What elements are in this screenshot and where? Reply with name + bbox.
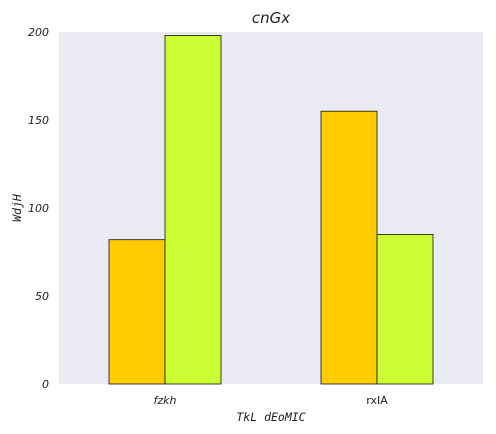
y-axis-label: WdjH	[10, 194, 24, 222]
x-tick-label-fzkh: fzkh	[154, 394, 177, 407]
x-axis-label: TkL dEoMIC	[236, 410, 305, 424]
y-tick-label: 150	[28, 114, 49, 127]
bar-rxIA-series-2	[376, 233, 434, 385]
y-tick-labels: 0 50 100 150 200	[28, 26, 49, 391]
bars-group	[108, 35, 434, 385]
y-tick-label: 50	[35, 290, 49, 303]
y-tick-label: 0	[42, 378, 49, 391]
x-tick-labels: fzkh rxIA	[154, 394, 389, 407]
x-tick-label-rxIA: rxIA	[366, 394, 388, 407]
y-tick-label: 100	[28, 202, 49, 215]
y-tick-label: 200	[28, 26, 49, 39]
chart-title: cnGx	[252, 9, 290, 27]
bar-fzkh-series-2	[164, 35, 222, 385]
bar-rxIA-series-1	[320, 110, 378, 385]
bar-fzkh-series-1	[108, 239, 166, 385]
